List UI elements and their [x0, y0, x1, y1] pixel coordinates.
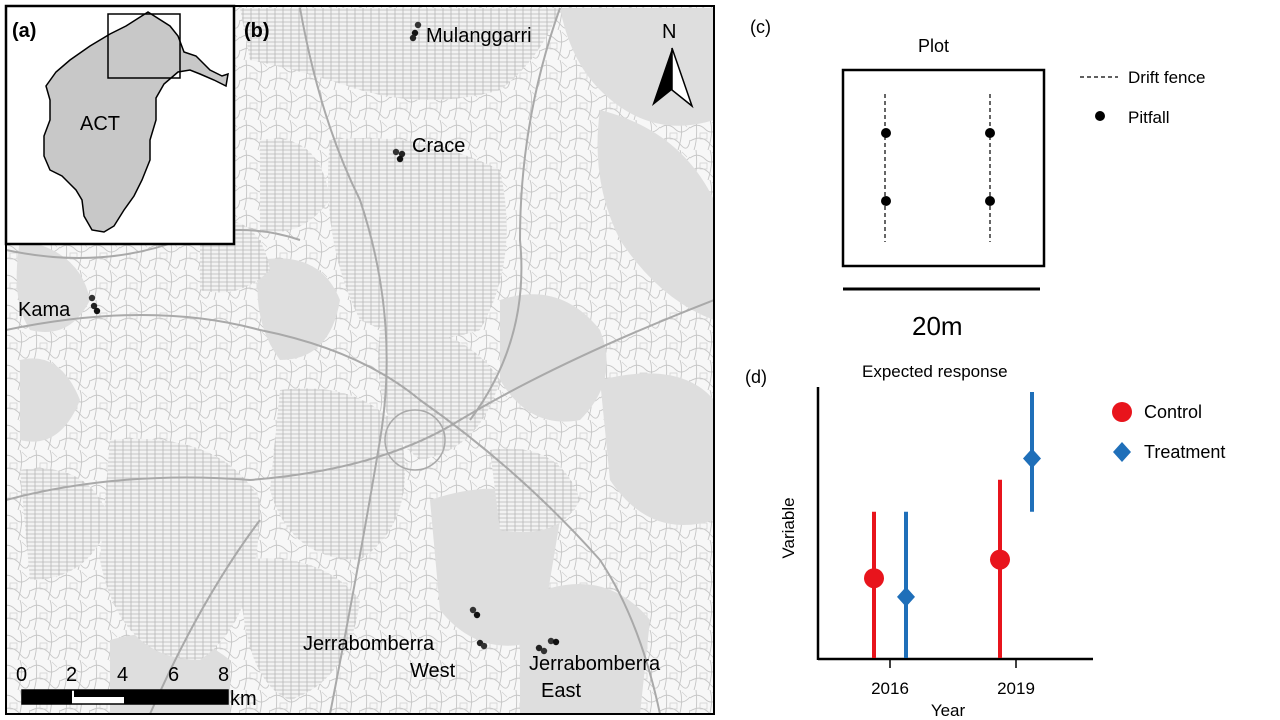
pitfall-trap: [985, 196, 995, 206]
panel-a-inset: ACT (a): [4, 4, 236, 246]
site-jerrabomberra-east: Jerrabomberra East: [529, 637, 661, 702]
site-label-mulanggarri: Mulanggarri: [426, 25, 532, 47]
x-tick-label: 2016: [871, 679, 909, 698]
panel-d-chart: (d) Expected response Variable Year 2016…: [745, 362, 1225, 720]
north-arrow: N: [652, 21, 694, 109]
site-label-kama: Kama: [18, 299, 71, 321]
inset-extent-box: [107, 13, 181, 79]
suburb-areas: [20, 8, 580, 700]
plot-boundary: [841, 68, 1046, 268]
scale-tick-2: 2: [66, 664, 77, 686]
data-point-control: [864, 568, 884, 589]
scale-tick-0: 0: [16, 664, 27, 686]
panel-b-label: (b): [244, 20, 270, 42]
north-label: N: [662, 21, 676, 43]
panel-d-label: (d): [745, 367, 767, 387]
site-crace: Crace: [392, 135, 465, 163]
site-kama: Kama: [18, 294, 101, 321]
map-scale-bar: 0 2 4 6 8 km: [16, 664, 257, 710]
panel-c-label: (c): [750, 17, 771, 37]
site-label-jerrabomberra-west: Jerrabomberra: [303, 633, 435, 655]
site-label-jerrabomberra-east: Jerrabomberra: [529, 653, 661, 675]
panel-a-label: (a): [12, 20, 36, 42]
scale-unit: km: [230, 688, 257, 710]
scale-tick-8: 8: [218, 664, 229, 686]
legend-pitfall-label: Pitfall: [1128, 108, 1170, 127]
site-mulanggarri: Mulanggarri: [409, 21, 532, 47]
act-region-shape: [43, 11, 229, 233]
legend-pitfall-symbol: [1095, 111, 1105, 121]
pitfall-trap: [985, 128, 995, 138]
x-axis-label: Year: [931, 701, 966, 720]
chart-title: Expected response: [862, 362, 1008, 381]
y-axis-label: Variable: [779, 497, 798, 558]
scale-tick-6: 6: [168, 664, 179, 686]
x-tick-label: 2019: [997, 679, 1035, 698]
site-jerrabomberra-west: Jerrabomberra West: [303, 606, 488, 682]
chart-legend: Control Treatment: [1112, 402, 1225, 462]
site-label-jerrabomberra-east-2: East: [541, 680, 581, 702]
city-ring-road: [384, 409, 446, 471]
legend-label: Control: [1144, 402, 1202, 422]
legend-label: Treatment: [1144, 442, 1225, 462]
legend-symbol: [1112, 402, 1132, 422]
plot-scale-label: 20m: [912, 311, 963, 341]
scale-tick-4: 4: [117, 664, 128, 686]
x-ticks: 2016 2019: [871, 659, 1035, 698]
plot-title: Plot: [918, 36, 949, 56]
site-label-jerrabomberra-west-2: West: [410, 660, 456, 682]
panel-c-plot-schematic: (c) Plot Drift fence Pitfall 20m: [750, 17, 1205, 341]
panel-b-border: [5, 5, 715, 715]
act-region-label: ACT: [80, 113, 120, 135]
data-point-control: [990, 549, 1010, 570]
pitfall-trap: [881, 196, 891, 206]
major-roads: [6, 7, 714, 714]
chart-marks: [864, 392, 1041, 658]
panel-b-map: [6, 6, 714, 714]
pitfall-trap: [881, 128, 891, 138]
data-point-treatment: [897, 586, 915, 607]
data-point-treatment: [1023, 448, 1041, 469]
site-label-crace: Crace: [412, 135, 465, 157]
legend-fence-label: Drift fence: [1128, 68, 1205, 87]
legend-symbol: [1113, 442, 1131, 462]
